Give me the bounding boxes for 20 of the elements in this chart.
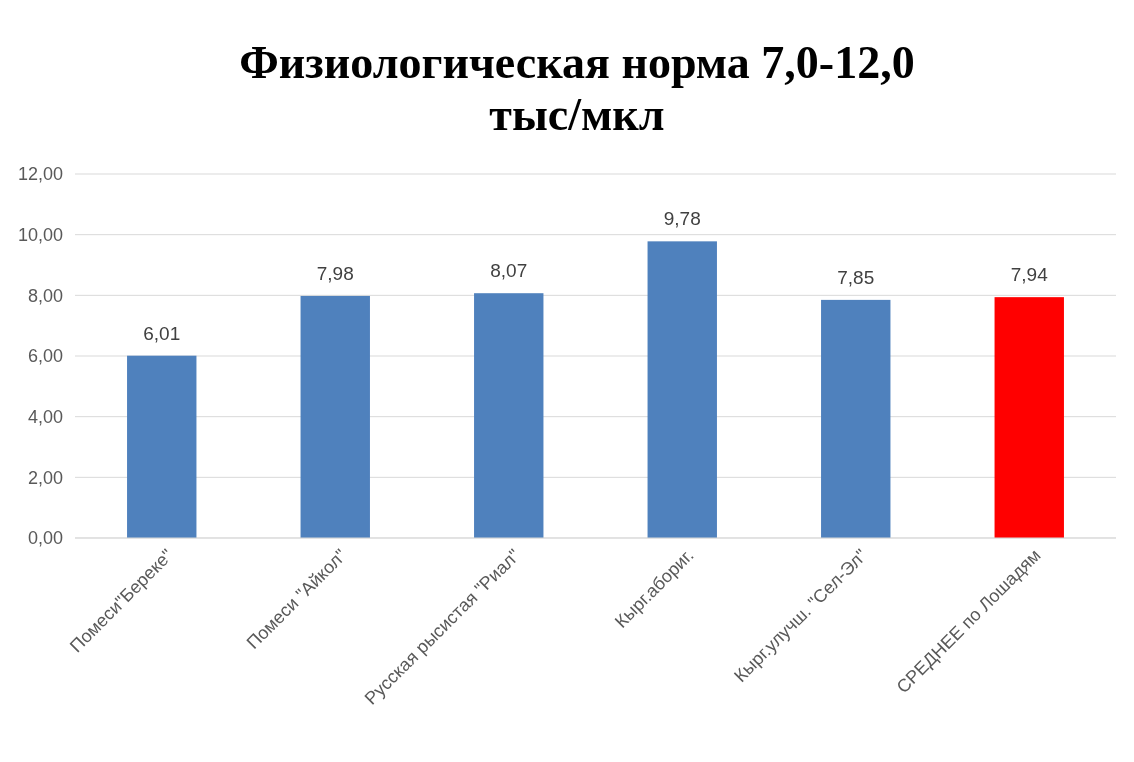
bar xyxy=(994,297,1064,538)
data-label: 7,98 xyxy=(316,262,354,284)
chart-title: Физиологическая норма 7,0-12,0 тыс/мкл xyxy=(239,37,915,140)
data-label: 9,78 xyxy=(663,208,701,230)
y-tick-label: 0,00 xyxy=(27,528,63,549)
bar xyxy=(300,295,370,538)
data-label: 7,94 xyxy=(1010,264,1049,286)
y-tick-label: 10,00 xyxy=(17,224,63,245)
y-tick-label: 8,00 xyxy=(27,285,63,306)
data-label: 8,07 xyxy=(490,260,528,282)
data-label: 6,01 xyxy=(143,322,181,344)
bar xyxy=(821,299,891,538)
y-tick-label: 4,00 xyxy=(27,406,63,427)
y-tick-label: 6,00 xyxy=(27,346,63,367)
data-label: 7,85 xyxy=(837,266,875,288)
y-tick-label: 12,00 xyxy=(17,164,63,185)
y-tick-label: 2,00 xyxy=(27,467,63,488)
bar xyxy=(127,355,197,538)
bar xyxy=(647,241,717,538)
bar xyxy=(474,293,544,538)
